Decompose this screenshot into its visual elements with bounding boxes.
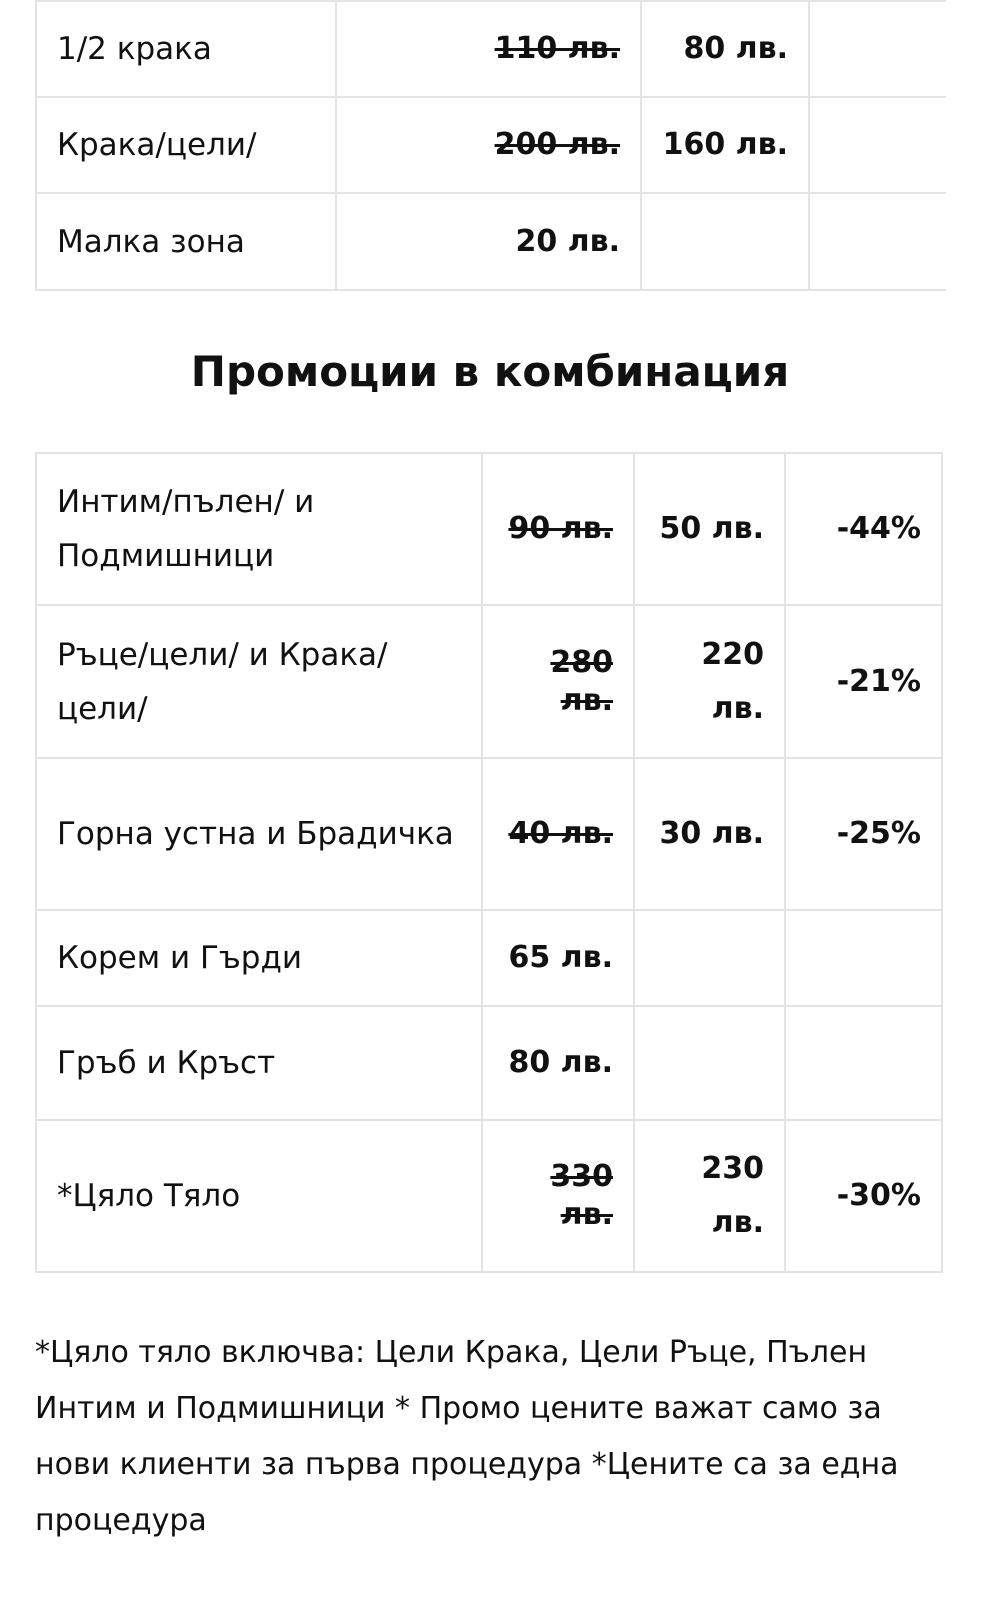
- promo-price: 50 лв.: [633, 452, 786, 606]
- old-price: 200 лв.: [335, 96, 642, 194]
- old-price: 330 лв.: [481, 1119, 635, 1273]
- section-heading: Промоции в комбинация: [190, 347, 790, 396]
- service-name: Крака/цели/: [35, 96, 337, 194]
- service-name: Интим/пълен/ и Подмишници: [35, 452, 483, 606]
- discount: [808, 0, 946, 98]
- discount: -21%: [784, 604, 943, 759]
- table-row: Горна устна и Брадичка 40 лв. 30 лв. -25%: [35, 757, 943, 911]
- empty-cell: [640, 192, 810, 291]
- empty-cell: [633, 1005, 786, 1121]
- table-row: Интим/пълен/ и Подмишници 90 лв. 50 лв. -44…: [35, 452, 943, 606]
- table-row: Гръб и Кръст 80 лв.: [35, 1005, 943, 1121]
- service-name: 1/2 крака: [35, 0, 337, 98]
- price: 65 лв.: [481, 909, 635, 1007]
- promo-price: 230 лв.: [633, 1119, 786, 1273]
- service-name: *Цяло Тяло: [35, 1119, 483, 1273]
- table-row: Ръце/цели/ и Крака/ цели/280 лв. 220 лв. -…: [35, 604, 943, 759]
- combo-price-table: Интим/пълен/ и Подмишници 90 лв. 50 лв. -44…: [35, 452, 943, 1273]
- table-row: 1/2 крака 110 лв. 80 лв.: [35, 0, 946, 98]
- footnote: *Цяло тяло включва: Цели Крака, Цели Ръц…: [35, 1335, 899, 1538]
- price-table: 1/2 крака 110 лв. 80 лв. Крака/цели/200 лв.…: [35, 0, 946, 291]
- service-name: Корем и Гърди: [35, 909, 483, 1007]
- discount: -30%: [784, 1119, 943, 1273]
- table-row: *Цяло Тяло 330 лв. 230 лв. -30%: [35, 1119, 943, 1273]
- table-row: Крака/цели/200 лв. 160 лв.: [35, 96, 946, 194]
- promo-price: 160 лв.: [640, 96, 810, 194]
- promo-price: 30 лв.: [633, 757, 786, 911]
- service-name: Гръб и Кръст: [35, 1005, 483, 1121]
- old-price: 280 лв.: [481, 604, 635, 759]
- service-name: Горна устна и Брадичка: [35, 757, 483, 911]
- empty-cell: [784, 909, 943, 1007]
- discount: [808, 96, 946, 194]
- empty-cell: [633, 909, 786, 1007]
- old-price: 90 лв.: [481, 452, 635, 606]
- table-row: Корем и Гърди 65 лв.: [35, 909, 943, 1007]
- promo-price: 220 лв.: [633, 604, 786, 759]
- old-price: 110 лв.: [335, 0, 642, 98]
- price: 20 лв.: [335, 192, 642, 291]
- discount: -25%: [784, 757, 943, 911]
- service-name: Малка зона: [35, 192, 337, 291]
- service-name: Ръце/цели/ и Крака/ цели/: [35, 604, 483, 759]
- promo-price: 80 лв.: [640, 0, 810, 98]
- table-row: Малка зона 20 лв.: [35, 192, 946, 291]
- price: 80 лв.: [481, 1005, 635, 1121]
- discount: -44%: [784, 452, 943, 606]
- empty-cell: [808, 192, 946, 291]
- old-price: 40 лв.: [481, 757, 635, 911]
- empty-cell: [784, 1005, 943, 1121]
